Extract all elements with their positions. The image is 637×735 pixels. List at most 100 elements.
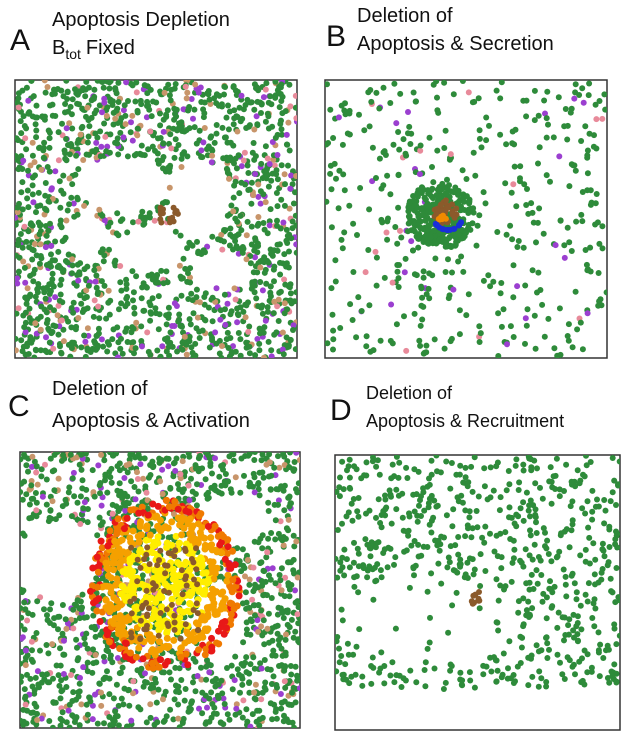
cell (77, 615, 83, 621)
cell (46, 718, 52, 724)
cell (165, 621, 171, 627)
cell (146, 107, 152, 113)
cell (533, 239, 539, 245)
cell (59, 317, 65, 323)
cell (50, 498, 56, 504)
cell (162, 90, 168, 96)
cell (61, 237, 67, 243)
cell (108, 603, 115, 610)
cell (562, 255, 568, 261)
cell (450, 506, 456, 512)
cell (561, 637, 567, 643)
cell (23, 648, 29, 654)
cell (270, 565, 276, 571)
cell (44, 612, 50, 618)
cell (216, 681, 222, 687)
cell (144, 544, 150, 550)
cell (263, 119, 269, 125)
cell (227, 109, 233, 115)
cell (52, 294, 58, 300)
cell (428, 570, 434, 576)
cell (85, 305, 91, 311)
cell (240, 639, 246, 645)
cell (75, 262, 81, 268)
cell (34, 711, 40, 717)
cell (482, 524, 488, 530)
cell (197, 128, 203, 134)
cell (136, 539, 143, 546)
cell (475, 223, 481, 229)
cell (415, 245, 421, 251)
cell (135, 557, 141, 563)
cell (514, 283, 520, 289)
cell (77, 675, 83, 681)
cell (77, 688, 83, 694)
cell (384, 173, 390, 179)
cell (78, 452, 84, 458)
cell (496, 598, 502, 604)
cell (293, 173, 299, 179)
cell (263, 199, 269, 205)
cell (483, 200, 489, 206)
cell (268, 347, 274, 353)
cell (34, 500, 40, 506)
cell (209, 153, 215, 159)
cell (335, 527, 341, 533)
cell (94, 532, 100, 538)
cell (588, 202, 594, 208)
cell (248, 260, 254, 266)
cell (274, 486, 280, 492)
cell (295, 575, 301, 581)
cell (122, 113, 128, 119)
cell (33, 675, 39, 681)
cell (107, 86, 113, 92)
cell (325, 140, 331, 146)
cell (544, 115, 550, 121)
cell (275, 242, 281, 248)
cell (98, 153, 104, 159)
cell (198, 560, 205, 567)
cell (351, 574, 357, 580)
figure: A Apoptosis Depletion BtotFixed B Deleti… (0, 0, 637, 735)
cell (444, 564, 450, 570)
cell (346, 509, 352, 515)
cell (271, 299, 277, 305)
cell (190, 535, 197, 542)
cell (157, 478, 163, 484)
cell (337, 493, 343, 499)
cell (48, 251, 54, 257)
cell (154, 719, 160, 725)
cell (12, 215, 18, 221)
cell (229, 587, 236, 594)
cell (365, 247, 371, 253)
cell (212, 140, 218, 146)
cell (122, 303, 128, 309)
cell (23, 702, 29, 708)
cell (271, 264, 277, 270)
cell (56, 512, 62, 518)
cell (218, 307, 224, 313)
cell (523, 113, 529, 119)
cell (121, 525, 128, 532)
cell (52, 168, 58, 174)
cell (168, 145, 174, 151)
cell (93, 659, 99, 665)
cell (124, 515, 131, 522)
cell (393, 506, 399, 512)
cell (219, 104, 225, 110)
cell (599, 223, 605, 229)
cell (256, 723, 262, 729)
cell (293, 486, 299, 492)
cell (99, 213, 105, 219)
cell (57, 282, 63, 288)
cell (405, 130, 411, 136)
cell (59, 121, 65, 127)
cell (87, 698, 93, 704)
cell (499, 554, 505, 560)
cell (289, 702, 295, 708)
cell (257, 279, 263, 285)
cell (38, 222, 44, 228)
cell (90, 716, 96, 722)
cell (45, 84, 51, 90)
cell (233, 113, 239, 119)
